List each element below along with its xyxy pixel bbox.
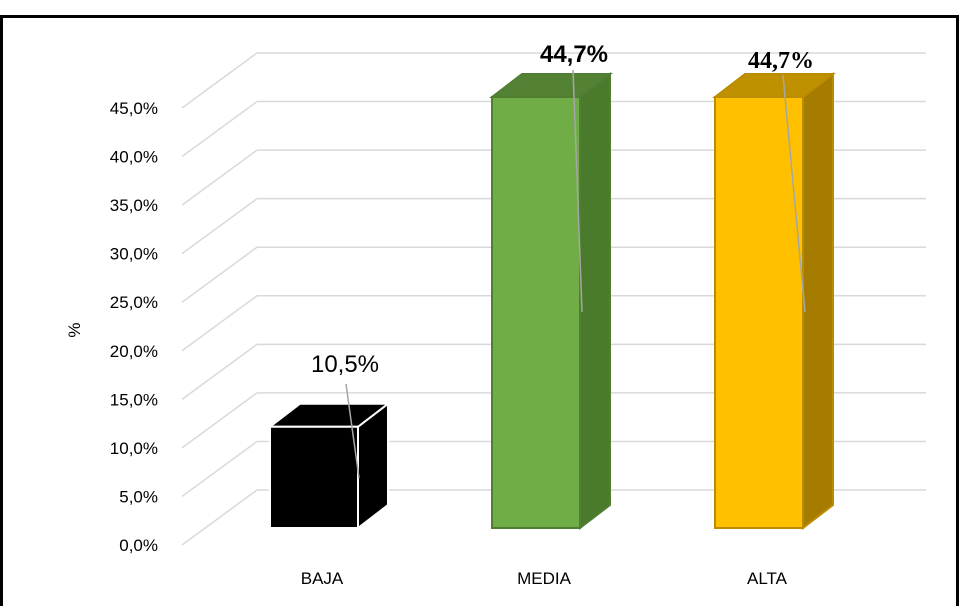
gridline-diagonal	[181, 246, 258, 303]
y-tick-label: 20,0%	[110, 342, 158, 361]
data-labels: 10,5% 44,7% 44,7%	[311, 41, 814, 479]
x-axis-categories: BAJA MEDIA ALTA	[301, 569, 788, 588]
bar-side-face	[802, 71, 834, 531]
data-label: 10,5%	[311, 351, 379, 378]
bar-media	[489, 71, 613, 531]
bar-alta	[712, 71, 836, 531]
gridline-diagonal	[181, 198, 258, 255]
bar-front-face	[714, 96, 804, 529]
y-tick-label: 40,0%	[110, 148, 158, 167]
y-tick-label: 15,0%	[110, 390, 158, 409]
gridline-diagonal	[181, 52, 258, 109]
y-tick-label: 45,0%	[110, 99, 158, 118]
y-tick-label: 0,0%	[119, 536, 158, 555]
y-tick-label: 5,0%	[119, 487, 158, 506]
bars	[267, 71, 836, 531]
x-category-label: ALTA	[747, 569, 788, 588]
gridline-diagonal	[181, 343, 258, 400]
leader-line	[345, 383, 360, 479]
gridline-diagonal	[181, 100, 258, 158]
gridline-diagonal	[181, 149, 258, 206]
leader-line	[572, 69, 583, 313]
y-tick-label: 10,0%	[110, 439, 158, 458]
y-axis-ticks: 0,0% 5,0% 10,0% 15,0% 20,0% 25,0% 30,0% 35,0% 40…	[110, 99, 158, 555]
y-tick-label: 25,0%	[110, 293, 158, 312]
data-label: 44,7%	[748, 48, 814, 74]
gridline-diagonal	[181, 489, 258, 546]
data-label: 44,7%	[540, 41, 608, 68]
y-axis-title: %	[65, 322, 84, 337]
x-category-label: MEDIA	[517, 569, 572, 588]
leader-line	[782, 74, 806, 313]
bar-baja	[267, 401, 391, 531]
gridline-diagonal	[181, 440, 258, 498]
x-category-label: BAJA	[301, 569, 344, 588]
y-tick-label: 35,0%	[110, 196, 158, 215]
bar-side-face	[579, 71, 611, 531]
bar-front-face	[491, 96, 581, 529]
bar-front-face	[269, 425, 359, 529]
gridline-diagonal	[181, 295, 258, 352]
gridline-diagonal	[181, 392, 258, 449]
y-tick-label: 30,0%	[110, 245, 158, 264]
